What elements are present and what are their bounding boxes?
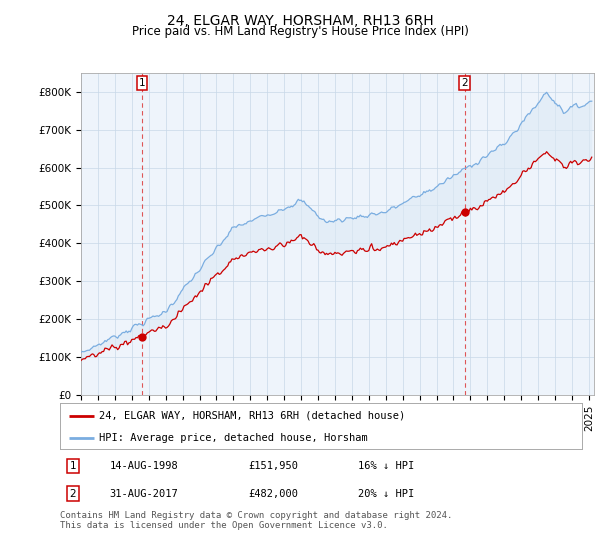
Text: 31-AUG-2017: 31-AUG-2017 (110, 489, 178, 498)
Text: £482,000: £482,000 (248, 489, 298, 498)
Text: 24, ELGAR WAY, HORSHAM, RH13 6RH: 24, ELGAR WAY, HORSHAM, RH13 6RH (167, 14, 433, 28)
Text: HPI: Average price, detached house, Horsham: HPI: Average price, detached house, Hors… (99, 433, 368, 442)
Text: £151,950: £151,950 (248, 461, 298, 471)
Text: 2: 2 (461, 78, 468, 87)
Text: Price paid vs. HM Land Registry's House Price Index (HPI): Price paid vs. HM Land Registry's House … (131, 25, 469, 38)
Text: 16% ↓ HPI: 16% ↓ HPI (358, 461, 414, 471)
Text: 2: 2 (70, 489, 76, 498)
Text: 1: 1 (70, 461, 76, 471)
Text: 14-AUG-1998: 14-AUG-1998 (110, 461, 178, 471)
Text: Contains HM Land Registry data © Crown copyright and database right 2024.
This d: Contains HM Land Registry data © Crown c… (60, 511, 452, 530)
Text: 20% ↓ HPI: 20% ↓ HPI (358, 489, 414, 498)
Text: 1: 1 (139, 78, 146, 87)
Text: 24, ELGAR WAY, HORSHAM, RH13 6RH (detached house): 24, ELGAR WAY, HORSHAM, RH13 6RH (detach… (99, 410, 406, 421)
